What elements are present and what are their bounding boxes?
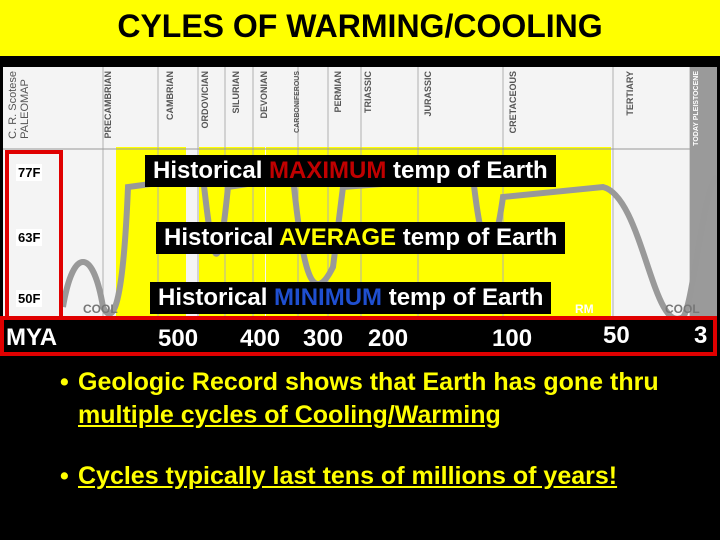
period-label: TERTIARY	[625, 71, 635, 116]
mya-axis: MYA 500 400 300 200 100 50 3	[0, 318, 720, 356]
axis-tick: 200	[368, 325, 409, 352]
period-label: DEVONIAN	[259, 71, 269, 119]
bullet-dot: •	[60, 368, 69, 396]
bullet-dot: •	[60, 462, 69, 490]
axis-label: MYA	[6, 324, 58, 351]
temp-avg: 63F	[16, 229, 43, 246]
period-label: TODAY PLEISTOCENE	[693, 71, 700, 146]
warm-label-fragment: RM	[575, 302, 594, 316]
axis-tick: 400	[240, 325, 281, 352]
min-temp-label: Historical MINIMUM temp of Earth	[150, 282, 552, 314]
axis-tick: 3	[694, 322, 708, 349]
title-bar	[0, 0, 720, 56]
bullet-1: • Geologic Record shows that Earth has g…	[60, 368, 659, 429]
period-label: CARBONIFEROUS	[294, 71, 301, 133]
axis-tick: 500	[158, 325, 199, 352]
period-label: CAMBRIAN	[165, 71, 175, 120]
chart-credit: C. R. Scotese PALEOMAP	[7, 71, 31, 139]
temp-min: 50F	[16, 290, 43, 307]
bullet-2: • Cycles typically last tens of millions…	[60, 460, 638, 493]
period-label: PRECAMBRIAN	[103, 71, 113, 139]
period-label: SILURIAN	[231, 71, 241, 114]
slide-title: CYLES OF WARMING/COOLING	[117, 8, 603, 44]
temp-max: 77F	[16, 164, 43, 181]
period-label: PERMIAN	[333, 71, 343, 113]
period-label: ORDOVICIAN	[200, 71, 210, 129]
mya-axis-box	[0, 316, 717, 356]
cool-label: COOL	[665, 302, 700, 316]
period-label: TRIASSIC	[363, 71, 373, 114]
period-label: JURASSIC	[423, 71, 433, 117]
cool-label: COOL	[83, 302, 118, 316]
axis-tick: 300	[303, 325, 344, 352]
axis-tick: 100	[492, 325, 533, 352]
axis-tick: 50	[603, 322, 630, 349]
max-temp-label: Historical MAXIMUM temp of Earth	[145, 155, 556, 187]
temperature-curve	[60, 173, 717, 322]
period-label: CRETACEOUS	[508, 71, 518, 134]
avg-temp-label: Historical AVERAGE temp of Earth	[156, 222, 566, 254]
